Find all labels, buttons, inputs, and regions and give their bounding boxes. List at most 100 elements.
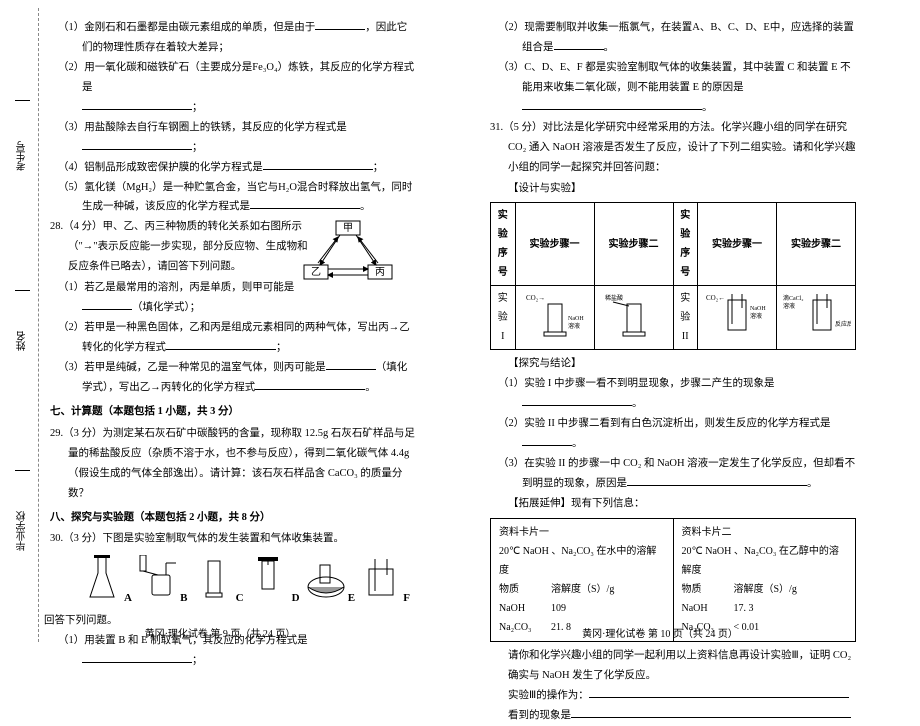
blank [627,474,807,486]
q28-1-text: （1）若乙是最常用的溶剂，丙是单质，则甲可能是 [58,282,294,293]
blank [315,18,365,30]
card2-title: 资料卡片二 [682,523,848,542]
blank [255,378,365,390]
row-label: 实验 II [673,286,698,350]
page-footer-left: 黄冈·理化试卷 第 9 页（共 24 页） [0,625,440,644]
bottom-2: 实验Ⅲ的操作为： [490,686,856,706]
svg-text:溶液: 溶液 [750,312,762,320]
svg-text:滴CaCl₂: 滴CaCl₂ [783,294,803,302]
card2-line: 20℃ NaOH 、Na₂CO₃ 在乙醇中的溶解度 [682,542,848,580]
apparatus-label: E [348,592,355,604]
info-cards: 资料卡片一 20℃ NaOH 、Na₂CO₃ 在水中的溶解度 物质溶解度（S）/… [490,518,856,642]
apparatus-f: F [359,555,410,609]
bottom-3: 看到的现象是 [490,706,856,726]
svg-text:反应后溶液: 反应后溶液 [835,320,851,328]
exp1-step2-fig: 稀盐酸 [594,286,673,350]
extension-title: 【拓展延伸】现有下列信息： [490,494,856,514]
th: 实验步骤二 [594,203,673,286]
page-left: （1）金刚石和石墨都是由碳元素组成的单质，但是由于，因此它们的物理性质存在着较大… [0,0,440,650]
blank [554,38,604,50]
th: 实验步骤一 [698,203,777,286]
blank [82,138,192,150]
q27-3: （3）用盐酸除去自行车钢圈上的铁锈，其反应的化学方程式是； [50,118,416,158]
svg-text:NaOH: NaOH [750,306,766,312]
q27-2: （2）用一氧化碳和磁铁矿石（主要成分是Fe₃O₄）炼铁，其反应的化学方程式是； [50,58,416,118]
blank [326,358,376,370]
apparatus-b: B [136,555,187,609]
apparatus-a: A [80,555,132,609]
q28-3-text: （3）若甲是纯碱，乙是一种常见的温室气体，则丙可能是 [58,362,326,373]
q28-1-tail: （填化学式）； [132,302,200,313]
q27-1: （1）金刚石和石墨都是由碳元素组成的单质，但是由于，因此它们的物理性质存在着较大… [50,18,416,58]
naoh-label: NaOH [499,599,551,618]
col-material: 物质 [499,580,551,599]
q30-2-text: （2）现需要制取并收集一瓶氯气，在装置A、B、C、D、E中，应选择的装置组合是 [498,22,854,53]
q28-2: （2）若甲是一种黑色固体，乙和丙是组成元素相同的两种气体，写出丙→乙转化的化学方… [50,318,416,358]
r2: （2）实验 II 中步骤二看到有白色沉淀析出，则发生反应的化学方程式是。 [490,414,856,454]
naoh-label: NaOH [682,599,734,618]
card-1: 资料卡片一 20℃ NaOH 、Na₂CO₃ 在水中的溶解度 物质溶解度（S）/… [491,519,674,641]
blank [571,706,851,718]
r1-text: （1）实验 I 中步骤一看不到明显现象，步骤二产生的现象是 [498,378,775,389]
blank [250,197,360,209]
q30-3-text: （3）C、D、E、F 都是实验室制取气体的收集装置，其中装置 C 和装置 E 不… [498,62,851,93]
q27-4: （4）铝制品形成致密保护膜的化学方程式是； [50,158,416,178]
card1-title: 资料卡片一 [499,523,665,542]
apparatus-row: A B C D E F [80,555,410,609]
r2-text: （2）实验 II 中步骤二看到有白色沉淀析出，则发生反应的化学方程式是 [498,418,831,429]
q30-2: （2）现需要制取并收集一瓶氯气，在装置A、B、C、D、E中，应选择的装置组合是。 [490,18,856,58]
exp1-step1-fig: CO₂→NaOH溶液 [515,286,594,350]
naoh-val1: 109 [551,599,566,618]
design-title: 【设计与实验】 [490,179,856,199]
th: 实验步骤一 [515,203,594,286]
q28-text: 28.（4 分）甲、乙、丙三种物质的转化关系如右图所示（"→"表示反应能一步实现… [50,221,308,272]
q31: 31.（5 分）对比法是化学研究中经常采用的方法。化学兴趣小组的同学在研究 CO… [490,118,856,178]
svg-text:NaOH: NaOH [568,316,584,322]
th: 实验步骤二 [777,203,856,286]
blank [589,686,849,698]
col-sol: 溶解度（S）/g [734,580,797,599]
blank [522,434,572,446]
svg-text:溶液: 溶液 [568,322,580,330]
q28: 甲 乙 丙 28.（4 分）甲、乙、丙三种物质的转化关系如右图所示（"→"表示反… [50,217,416,277]
card-2: 资料卡片二 20℃ NaOH 、Na₂CO₃ 在乙醇中的溶解度 物质溶解度（S）… [674,519,856,641]
th: 实验序号 [491,203,516,286]
svg-text:CO₂←: CO₂← [706,294,725,302]
q29: 29.（3 分）为测定某石灰石矿中碳酸钙的含量，现称取 12.5g 石灰石矿样品… [50,424,416,504]
svg-text:溶液: 溶液 [783,302,795,310]
blank [82,651,192,663]
blank [82,298,132,310]
exp2-step2-fig: 滴CaCl₂溶液反应后溶液 [777,286,856,350]
apparatus-c: C [192,555,244,609]
page-right: （2）现需要制取并收集一瓶氯气，在装置A、B、C、D、E中，应选择的装置组合是。… [440,0,880,650]
explore-title: 【探究与结论】 [490,354,856,374]
node-jia: 甲 [343,223,353,234]
triangle-diagram: 甲 乙 丙 [316,219,416,285]
section-8-title: 八、探究与实验题（本题包括 2 小题，共 8 分） [50,508,416,528]
node-bing: 丙 [375,267,385,278]
r1: （1）实验 I 中步骤一看不到明显现象，步骤二产生的现象是。 [490,374,856,414]
apparatus-label: F [403,592,410,604]
blank [522,394,632,406]
apparatus-label: A [124,592,132,604]
col-sol: 溶解度（S）/g [551,580,614,599]
blank [263,158,373,170]
bottom-1: 请你和化学兴趣小组的同学一起利用以上资料信息再设计实验Ⅲ，证明 CO₂ 确实与 … [490,646,856,686]
q28-3: （3）若甲是纯碱，乙是一种常见的温室气体，则丙可能是（填化学式），写出乙→丙转化… [50,358,416,398]
q27-2-text: （2）用一氧化碳和磁铁矿石（主要成分是Fe₃O₄）炼铁，其反应的化学方程式是 [58,62,414,93]
card1-line: 20℃ NaOH 、Na₂CO₃ 在水中的溶解度 [499,542,665,580]
bottom3-text: 看到的现象是 [508,710,571,721]
naoh-val2: 17. 3 [734,599,754,618]
apparatus-label: C [236,592,244,604]
section-7-title: 七、计算题（本题包括 1 小题，共 3 分） [50,402,416,422]
th: 实验序号 [673,203,698,286]
r3: （3）在实验 II 的步骤一中 CO₂ 和 NaOH 溶液一定发生了化学反应，但… [490,454,856,494]
bottom2-text: 实验Ⅲ的操作为： [508,690,589,701]
apparatus-label: D [292,592,300,604]
q27-5: （5）氢化镁（MgH₂）是一种贮氢合金，当它与H₂O混合时释放出氢气，同时生成一… [50,178,416,218]
blank [166,338,276,350]
col-material: 物质 [682,580,734,599]
apparatus-d: D [248,555,300,609]
node-yi: 乙 [311,266,321,278]
row-label: 实验 I [491,286,516,350]
